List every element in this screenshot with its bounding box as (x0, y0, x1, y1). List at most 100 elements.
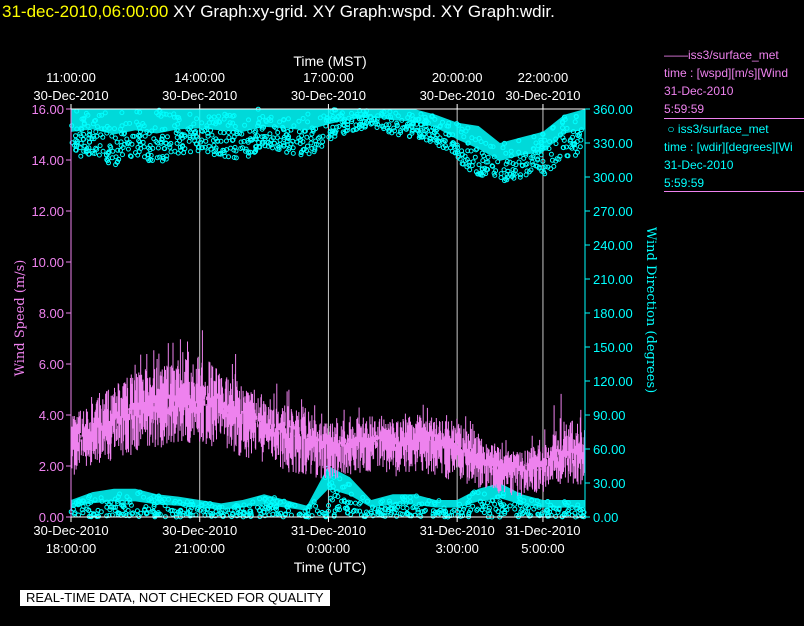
bottom-tick-time: 18:00:00 (46, 541, 97, 556)
direction-point-high (517, 174, 523, 180)
direction-point-high (74, 138, 80, 144)
direction-point-high (81, 131, 87, 137)
direction-point-high (148, 152, 154, 158)
direction-point-high (407, 133, 413, 139)
left-tick-label: 12.00 (31, 204, 64, 219)
direction-point-high (313, 138, 319, 144)
direction-point-high (542, 164, 548, 170)
bottom-tick-time: 0:00:00 (307, 541, 350, 556)
quality-notice: REAL-TIME DATA, NOT CHECKED FOR QUALITY (20, 590, 330, 606)
direction-point-high (561, 137, 567, 143)
direction-point-high (418, 134, 424, 140)
direction-point-high (560, 135, 566, 141)
direction-point-high (426, 132, 432, 138)
direction-point-high (320, 139, 326, 145)
direction-point-high (213, 136, 219, 142)
direction-point-high (451, 140, 457, 146)
direction-point-high (206, 143, 212, 149)
direction-point-low (150, 508, 156, 514)
direction-point-high (179, 132, 184, 138)
direction-point-high (69, 140, 75, 146)
direction-point-low (354, 508, 360, 514)
direction-point-high (253, 128, 259, 134)
direction-point-high (218, 138, 224, 144)
direction-point-high (344, 127, 350, 133)
direction-point-high (221, 148, 227, 154)
direction-point-high (528, 155, 534, 161)
direction-point-low (382, 513, 388, 519)
bottom-tick-date: 31-Dec-2010 (291, 523, 366, 538)
direction-point-high (115, 147, 121, 153)
direction-point-high (505, 168, 511, 174)
title-graphs: XY Graph:xy-grid. XY Graph:wspd. XY Grap… (173, 2, 555, 21)
direction-point-high (276, 144, 282, 150)
direction-point-high (433, 135, 439, 141)
legend-speed-line2: time : [wspd][m/s][Wind (664, 66, 789, 80)
direction-point-high (276, 147, 282, 152)
legend-speed-line-icon: —— (664, 48, 688, 62)
direction-point-high (545, 164, 551, 170)
direction-point-low (149, 509, 155, 515)
direction-point-high (574, 149, 580, 155)
right-tick-label: 300.00 (593, 170, 633, 185)
direction-point-low (112, 504, 118, 510)
legend-direction-line4: 5:59:59 (664, 176, 705, 190)
direction-point-high (100, 148, 106, 154)
direction-point-low (442, 508, 448, 514)
direction-point-low (389, 506, 394, 512)
direction-point-low (350, 509, 356, 514)
direction-point-low (94, 511, 100, 517)
direction-point-low (345, 506, 350, 512)
direction-point-low (470, 503, 476, 509)
top-tick-time: 17:00:00 (303, 70, 354, 85)
direction-point-high (336, 124, 342, 129)
direction-point-low (229, 511, 235, 517)
direction-point-high (428, 136, 434, 141)
bottom-tick-time: 5:00:00 (521, 541, 564, 556)
direction-point-high (403, 126, 409, 132)
direction-point-low (352, 500, 358, 506)
direction-point-high (505, 174, 510, 180)
direction-point-high (560, 145, 566, 151)
direction-point-low (351, 507, 357, 513)
direction-point-high (442, 143, 448, 149)
direction-point-high (194, 134, 200, 140)
direction-point-high (572, 145, 578, 151)
direction-point-high (137, 133, 143, 139)
direction-point-high (174, 140, 180, 146)
direction-point-low (466, 511, 472, 517)
direction-point-high (281, 134, 287, 140)
direction-point-low (165, 506, 171, 512)
direction-point-high (551, 163, 557, 169)
direction-point-low (525, 511, 531, 517)
direction-point-high (298, 152, 304, 158)
direction-point-high (163, 140, 169, 146)
direction-point-high (296, 129, 302, 135)
legend-speed-line4: 5:59:59 (664, 102, 705, 116)
direction-point-high (120, 145, 126, 150)
legend-direction-line3: 31-Dec-2010 (664, 158, 734, 172)
direction-point-high (154, 155, 160, 161)
direction-point-low (430, 513, 436, 519)
direction-point-high (265, 143, 271, 149)
direction-point-high (78, 140, 84, 146)
direction-point-high (549, 157, 555, 163)
direction-point-low (325, 508, 331, 514)
direction-point-low (142, 507, 148, 513)
x-axis-label-bottom: Time (UTC) (294, 559, 367, 575)
direction-point-high (186, 138, 192, 144)
direction-point-high (341, 130, 347, 136)
direction-point-high (467, 167, 473, 173)
direction-point-high (570, 134, 575, 140)
direction-point-high-core (71, 109, 585, 161)
direction-point-low (218, 510, 223, 516)
right-tick-label: 120.00 (593, 374, 633, 389)
direction-point-high (381, 126, 387, 132)
direction-point-high (565, 153, 571, 159)
direction-point-low (474, 507, 480, 513)
direction-point-high (394, 122, 400, 128)
legend-speed: ——iss3/surface_met time : [wspd][m/s][Wi… (664, 46, 804, 118)
direction-point-high (535, 157, 540, 163)
direction-point-high (211, 152, 217, 158)
direction-point-low (437, 507, 443, 513)
